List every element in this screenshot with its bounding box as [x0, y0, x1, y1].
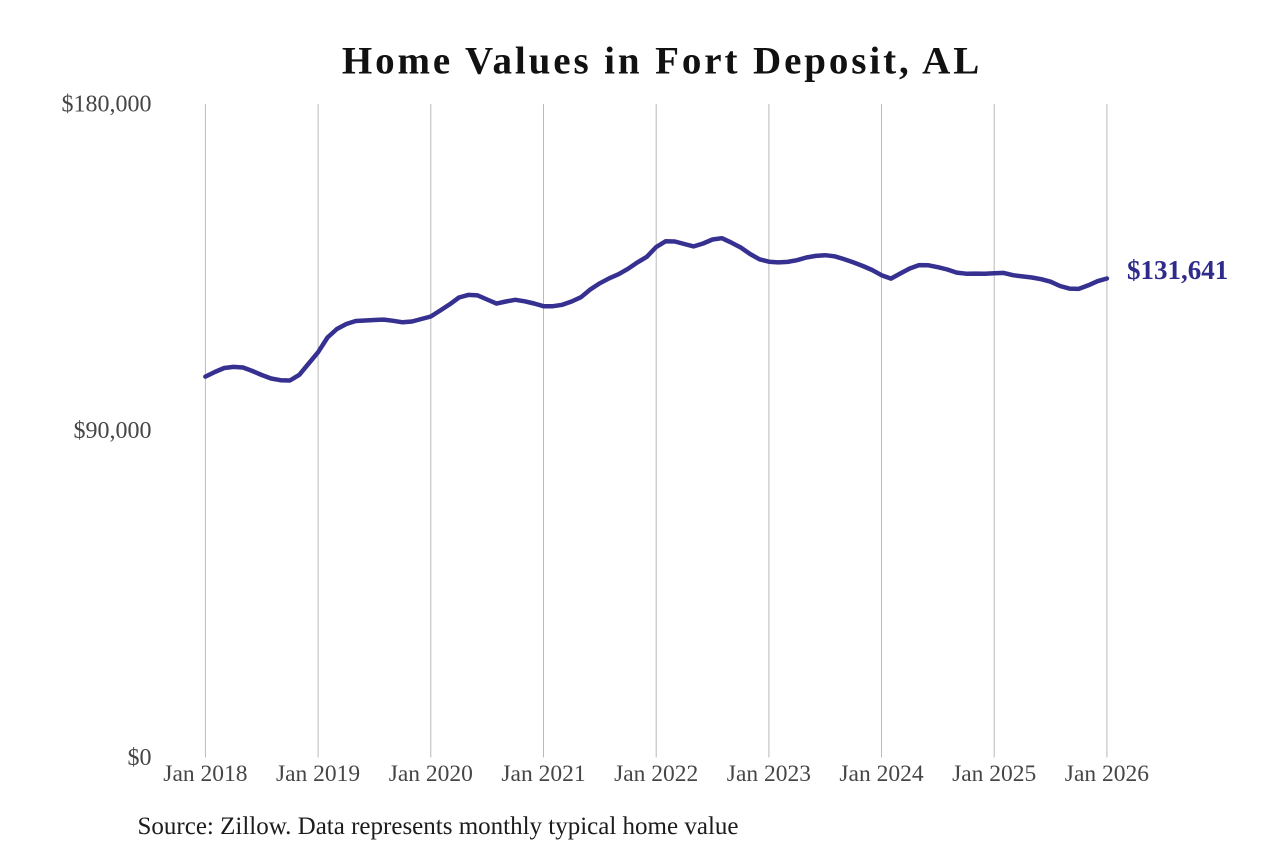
svg-text:Jan 2022: Jan 2022 — [614, 761, 698, 787]
svg-text:Jan 2020: Jan 2020 — [389, 761, 473, 787]
svg-text:$131,641: $131,641 — [1127, 255, 1228, 285]
svg-text:Jan 2026: Jan 2026 — [1065, 761, 1149, 787]
svg-text:Home Values in Fort Deposit, A: Home Values in Fort Deposit, AL — [342, 40, 982, 83]
svg-text:Jan 2019: Jan 2019 — [276, 761, 360, 787]
svg-text:$180,000: $180,000 — [62, 91, 152, 117]
svg-text:Source: Zillow. Data represent: Source: Zillow. Data represents monthly … — [138, 813, 739, 840]
svg-text:Jan 2021: Jan 2021 — [501, 761, 585, 787]
svg-text:$90,000: $90,000 — [74, 418, 152, 444]
svg-text:Jan 2024: Jan 2024 — [839, 761, 923, 787]
svg-text:Jan 2018: Jan 2018 — [163, 761, 247, 787]
svg-text:Jan 2025: Jan 2025 — [952, 761, 1036, 787]
svg-text:$0: $0 — [128, 745, 152, 771]
svg-text:Jan 2023: Jan 2023 — [727, 761, 811, 787]
